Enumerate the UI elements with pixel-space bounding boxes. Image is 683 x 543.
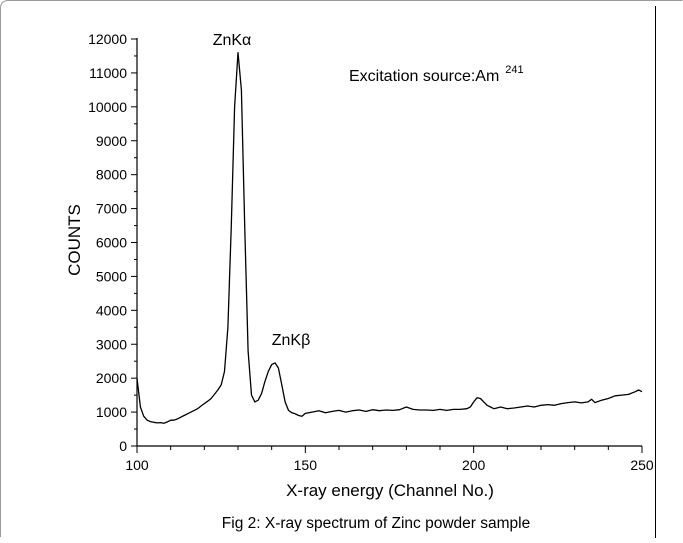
y-tick-label: 3000 [96, 336, 127, 352]
excitation-source-superscript: 241 [505, 64, 523, 76]
spectrum-line-0 [136, 51, 643, 424]
y-tick-label: 9000 [96, 133, 127, 149]
y-tick-label: 12000 [88, 31, 127, 47]
y-tick-label: 6000 [96, 235, 127, 251]
annotation-znka: ZnKα [213, 32, 252, 49]
excitation-source-text: Excitation source:Am [349, 68, 499, 85]
y-tick-label: 7000 [96, 201, 127, 217]
y-tick-label: 0 [119, 438, 127, 454]
x-axis-ticks: 100 150 200 250 [125, 446, 654, 473]
y-axis-title: COUNTS [65, 204, 84, 276]
x-tick-label: 250 [630, 457, 654, 473]
y-tick-label: 2000 [96, 370, 127, 386]
y-tick-label: 5000 [96, 268, 127, 284]
y-tick-label: 1000 [96, 404, 127, 420]
y-tick-label: 10000 [88, 99, 127, 115]
x-tick-label: 100 [125, 457, 149, 473]
figure-caption: Fig 2: X-ray spectrum of Zinc powder sam… [222, 515, 530, 532]
y-tick-label: 11000 [89, 65, 127, 81]
axes-frame [136, 38, 642, 447]
y-axis-ticks: 0 1000 2000 3000 4000 5000 6000 7000 8000 9000 100… [88, 31, 137, 454]
y-tick-label: 4000 [96, 302, 127, 318]
annotation-znkb: ZnKβ [272, 332, 311, 349]
x-axis-title: X-ray energy (Channel No.) [286, 481, 494, 500]
annotation-excitation-source: Excitation source:Am 241 [349, 64, 524, 85]
x-tick-label: 150 [294, 457, 318, 473]
y-tick-label: 8000 [96, 167, 127, 183]
x-tick-label: 200 [462, 457, 486, 473]
series-group [136, 51, 643, 424]
